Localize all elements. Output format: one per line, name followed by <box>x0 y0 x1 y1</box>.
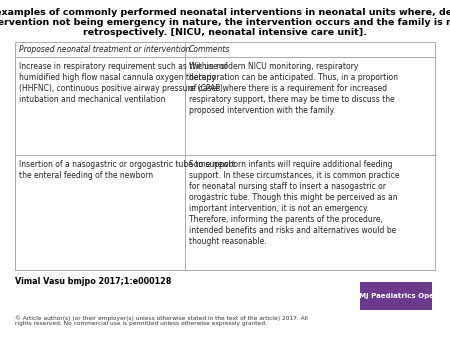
Text: humidified high flow nasal cannula oxygen therapy: humidified high flow nasal cannula oxyge… <box>19 73 216 82</box>
Text: respiratory support, there may be time to discuss the: respiratory support, there may be time t… <box>189 95 395 104</box>
Text: (HHFNC), continuous positive airway pressure (CPAP),: (HHFNC), continuous positive airway pres… <box>19 84 225 93</box>
Text: of cases where there is a requirement for increased: of cases where there is a requirement fo… <box>189 84 387 93</box>
Text: Increase in respiratory requirement such as the use of: Increase in respiratory requirement such… <box>19 62 228 71</box>
Text: thought reasonable.: thought reasonable. <box>189 237 266 246</box>
Text: the enteral feeding of the newborn: the enteral feeding of the newborn <box>19 171 153 180</box>
Text: intubation and mechanical ventilation: intubation and mechanical ventilation <box>19 95 166 104</box>
Text: Vimal Vasu bmjpo 2017;1:e000128: Vimal Vasu bmjpo 2017;1:e000128 <box>15 277 171 286</box>
Text: Comments: Comments <box>189 45 230 54</box>
Text: intended benefits and risks and alternatives would be: intended benefits and risks and alternat… <box>189 226 396 235</box>
Text: deterioration can be anticipated. Thus, in a proportion: deterioration can be anticipated. Thus, … <box>189 73 398 82</box>
Text: Within modern NICU monitoring, respiratory: Within modern NICU monitoring, respirato… <box>189 62 358 71</box>
Text: Therefore, informing the parents of the procedure,: Therefore, informing the parents of the … <box>189 215 383 224</box>
Text: the intervention not being emergency in nature, the intervention occurs and the : the intervention not being emergency in … <box>0 18 450 27</box>
Text: © Article author(s) (or their employer(s) unless otherwise stated in the text of: © Article author(s) (or their employer(s… <box>15 315 308 327</box>
Text: Proposed neonatal treatment or intervention: Proposed neonatal treatment or intervent… <box>19 45 190 54</box>
Text: proposed intervention with the family.: proposed intervention with the family. <box>189 106 335 115</box>
Bar <box>360 282 432 310</box>
Bar <box>15 42 435 270</box>
Text: support. In these circumstances, it is common practice: support. In these circumstances, it is c… <box>189 171 400 180</box>
Text: retrospectively. [NICU, neonatal intensive care unit].: retrospectively. [NICU, neonatal intensi… <box>83 28 367 37</box>
Text: important intervention, it is not an emergency.: important intervention, it is not an eme… <box>189 204 369 213</box>
Text: Insertion of a nasogastric or orgogastric tube to support: Insertion of a nasogastric or orgogastri… <box>19 160 235 169</box>
Text: Two examples of commonly performed neonatal interventions in neonatal units wher: Two examples of commonly performed neona… <box>0 8 450 17</box>
Text: orogastric tube. Though this might be perceived as an: orogastric tube. Though this might be pe… <box>189 193 398 202</box>
Text: Some newborn infants will require additional feeding: Some newborn infants will require additi… <box>189 160 392 169</box>
Text: BMJ Paediatrics Open: BMJ Paediatrics Open <box>354 293 438 299</box>
Text: for neonatal nursing staff to insert a nasogastric or: for neonatal nursing staff to insert a n… <box>189 182 386 191</box>
